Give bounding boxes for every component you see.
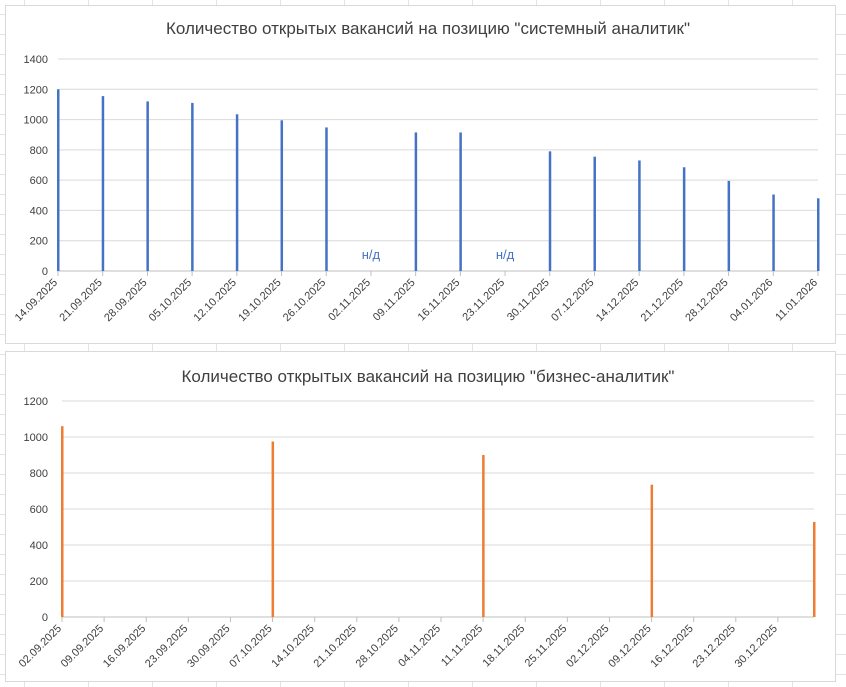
x-tick-label: 30.11.2025 [505, 277, 552, 324]
y-tick-label: 1200 [24, 84, 48, 96]
business-analyst-chart-svg: Количество открытых вакансий на позицию … [17, 367, 816, 670]
x-tick-label: 07.12.2025 [549, 277, 596, 324]
x-tick-label: 16.09.2025 [101, 623, 148, 670]
x-tick-label: 14.09.2025 [13, 277, 60, 324]
y-tick-label: 0 [42, 612, 48, 624]
y-tick-label: 1400 [24, 54, 48, 66]
x-tick-label: 25.11.2025 [523, 623, 570, 670]
bar [817, 198, 820, 271]
bar [772, 194, 775, 271]
y-tick-label: 600 [30, 175, 48, 187]
x-tick-label: 18.11.2025 [481, 623, 528, 670]
bar [482, 455, 485, 617]
x-tick-label: 21.12.2025 [639, 277, 686, 324]
y-tick-label: 0 [42, 266, 48, 278]
x-tick-label: 09.11.2025 [371, 277, 418, 324]
bar [235, 114, 239, 272]
x-tick-label: 04.11.2025 [396, 623, 443, 670]
bar [280, 120, 284, 271]
bar [191, 102, 194, 272]
bar [459, 132, 462, 271]
x-tick-label: 07.10.2025 [227, 623, 274, 670]
business-analyst-chart: Количество открытых вакансий на позицию … [5, 351, 836, 682]
x-tick-label: 02.11.2025 [326, 277, 373, 324]
y-tick-label: 200 [30, 576, 48, 588]
system-analyst-chart-svg: Количество открытых вакансий на позицию … [13, 19, 820, 324]
x-tick-label: 28.10.2025 [354, 623, 401, 670]
bar [650, 484, 654, 617]
na-annotation: н/д [496, 247, 515, 262]
y-tick-label: 800 [30, 145, 48, 157]
bar [101, 96, 105, 271]
system-analyst-chart: Количество открытых вакансий на позицию … [5, 5, 836, 344]
x-tick-label: 23.09.2025 [143, 623, 190, 670]
x-tick-label: 11.11.2025 [439, 623, 485, 669]
bar [61, 426, 64, 617]
bar [813, 521, 816, 617]
x-tick-label: 19.10.2025 [236, 277, 283, 324]
x-tick-label: 16.12.2025 [648, 623, 695, 670]
x-tick-label: 09.12.2025 [606, 623, 653, 670]
bar [271, 441, 275, 617]
y-tick-label: 1000 [24, 432, 48, 444]
x-tick-label: 30.09.2025 [185, 623, 232, 670]
x-tick-label: 30.12.2025 [733, 623, 780, 670]
bar [146, 101, 149, 272]
x-tick-label: 23.12.2025 [690, 623, 737, 670]
y-tick-label: 200 [30, 236, 48, 248]
x-tick-label: 16.11.2025 [416, 277, 463, 324]
chart-title: Количество открытых вакансий на позицию … [166, 19, 690, 38]
na-annotation: н/д [362, 247, 381, 262]
bar [548, 151, 552, 271]
bar [727, 180, 731, 271]
x-tick-label: 14.12.2025 [594, 277, 641, 324]
x-tick-label: 09.09.2025 [59, 623, 106, 670]
x-tick-label: 02.09.2025 [17, 623, 64, 670]
x-tick-label: 23.11.2025 [460, 277, 507, 324]
y-tick-label: 400 [30, 205, 48, 217]
bar [682, 167, 686, 271]
x-tick-label: 21.09.2025 [57, 277, 104, 324]
x-tick-label: 14.10.2025 [269, 623, 316, 670]
y-tick-label: 600 [30, 504, 48, 516]
y-tick-label: 1200 [24, 396, 48, 408]
bar [57, 89, 60, 272]
bar [638, 160, 641, 271]
bar [325, 127, 328, 272]
bar [593, 156, 596, 271]
x-tick-label: 28.09.2025 [102, 277, 149, 324]
y-tick-label: 800 [30, 468, 48, 480]
x-tick-label: 02.12.2025 [564, 623, 611, 670]
x-tick-label: 28.12.2025 [683, 277, 730, 324]
chart-title: Количество открытых вакансий на позицию … [182, 367, 675, 386]
y-tick-label: 1000 [24, 115, 48, 127]
bar [414, 132, 418, 271]
x-tick-label: 26.10.2025 [281, 277, 328, 324]
x-tick-label: 04.01.2026 [728, 277, 775, 324]
x-tick-label: 11.01.2026 [773, 277, 820, 324]
x-tick-label: 05.10.2025 [147, 277, 194, 324]
x-tick-label: 12.10.2025 [192, 277, 239, 324]
y-tick-label: 400 [30, 540, 48, 552]
x-tick-label: 21.10.2025 [311, 623, 358, 670]
